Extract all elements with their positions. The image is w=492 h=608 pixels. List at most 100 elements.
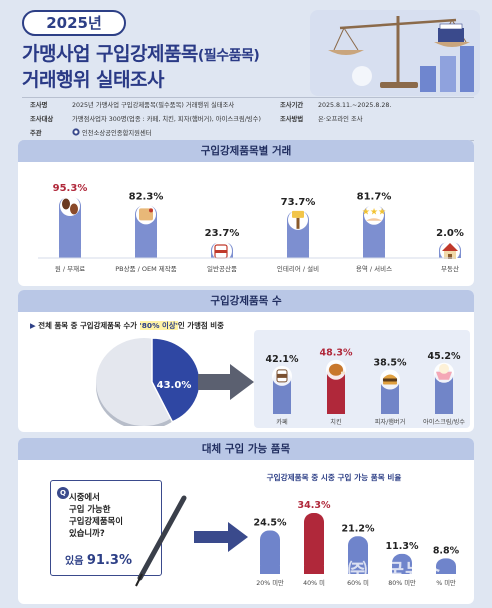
bar-group [59,196,81,258]
roof-shape [442,243,458,251]
pie-caption-highlight: '80% 이상' [139,321,178,330]
pie-caption: ▶ 전체 품목 중 구입강제품목 수가 '80% 이상'인 가맹점 비중 [30,321,224,330]
answer-text: 있음 91.3% [65,549,132,568]
value-label: 8.8% [433,545,460,556]
pie-label: 43.0% [157,380,192,391]
bowl-shape [436,371,452,380]
bar-base [327,406,345,414]
chart3-title: 구입강제품목 중 시중 구입 가능 품목 비율 [266,473,402,482]
survey-name-value: 2025년 가맹사업 구입강제품목(필수품목) 거래행위 실태조사 [72,102,235,109]
value-label: 23.7% [205,228,240,239]
bar-base [348,566,368,574]
tick-label: 부동산 [441,264,459,273]
title-line1-paren: (필수품목) [197,48,260,64]
bone-shape [341,371,345,374]
tick-label: 카페 [276,418,288,426]
patty-shape [383,378,397,382]
pie-caption-post: 인 가맹점 비중 [177,321,224,330]
item-transaction-chart: 95.3% 원 / 부재료 82.3% PB상품 / OEM 제작품 23.7% 일반공산… [38,183,464,273]
title-line2: 거래행위 실태조사 [22,69,164,91]
page-title: 가맹사업 구입강제품목(필수품목) 거래행위 실태조사 [22,42,260,92]
tick-label: 40% 미 [303,578,325,587]
tick-label: % 미만 [436,578,456,587]
bar-group: ★★★ [362,204,386,258]
industry-chart: 42.1% 카페 48.3% 치킨 38.5% 피자/햄버거 45.2% 아이스크림/빙수 [266,348,466,426]
section-alternative-purchase: 대체 구입 가능 품목 Q 시중에서 구입 가능한 구입강제품목이 있습니까? … [18,438,474,604]
question-line: 있습니까? [69,528,105,538]
survey-method-value: 온·오프라인 조사 [318,116,363,123]
tick-label: 인테리어 / 설비 [277,264,319,273]
year-badge: 2025년 [22,10,126,36]
question-text: 시중에서 구입 가능한 구입강제품목이 있습니까? [69,491,123,539]
survey-method-label: 조사방법 [280,116,304,123]
arrow-right-icon [198,364,254,400]
survey-info: 조사명 2025년 가맹사업 구입강제품목(필수품목) 거래행위 실태조사 조사… [22,97,474,141]
tag-shape [149,208,153,213]
pie-chart: 43.0% [96,337,254,426]
chicken-shape [329,363,343,376]
bar-base [135,250,157,258]
hand-shape [366,218,382,221]
cup-sleeve-shape [277,373,287,378]
bar [348,536,368,574]
tick-label: 용역 / 서비스 [356,264,392,273]
bar-group [439,241,461,261]
bar-base [435,406,453,414]
value-label: 81.7% [357,192,392,203]
bar-base [436,566,456,574]
question-badge: Q [57,487,69,499]
stars-shape: ★★★ [362,208,386,218]
bar-group [348,536,368,574]
ice-cream-shape [439,363,449,374]
brush-head-shape [292,210,304,218]
value-label: 82.3% [129,191,164,202]
tick-label: PB상품 / OEM 제작품 [115,264,177,273]
brush-handle-shape [296,217,300,229]
watermark: ㈜한국뉴스 [348,560,442,582]
value-label: 95.3% [53,183,88,194]
bar-base [392,566,412,574]
bar-group [304,513,324,574]
tick-label: 원 / 부재료 [55,264,85,273]
value-label: 2.0% [436,228,464,239]
survey-name-label: 조사명 [30,102,48,109]
value-label: 21.2% [342,523,375,534]
tick-label: 아이스크림/빙수 [423,418,465,426]
value-label: 42.1% [266,354,299,365]
bar-base [381,406,399,414]
question-line: 시중에서 [69,492,100,502]
section-title: 구입강제품목별 거래 [18,140,474,162]
section-item-transactions: 구입강제품목별 거래 95.3% 원 / 부재료 82.3% PB상품 / OEM 제… [18,140,474,286]
survey-period-value: 2025.8.11.~2025.8.28. [318,102,392,109]
door-shape [448,254,452,259]
coffee-bean-shape [62,198,70,210]
section-item-count: 구입강제품목 수 ▶ 전체 품목 중 구입강제품목 수가 '80% 이상'인 가… [18,290,474,432]
title-line1: 가맹사업 구입강제품목 [22,43,198,65]
answer-pre: 있음 [65,556,87,567]
purchasable-ratio-chart: 24.5% 20% 미만 34.3% 40% 미 21.2% 60% 미 11.3% 80% … [254,500,460,587]
tick-label: 치킨 [330,418,342,426]
bar-base [304,566,324,574]
bar-base [363,250,385,258]
question-card: Q 시중에서 구입 가능한 구입강제품목이 있습니까? 있음 91.3% [50,480,162,576]
bar-group [272,365,292,414]
value-label: 45.2% [428,351,461,362]
bar-group [135,204,157,258]
tick-label: 일반공산품 [207,264,237,273]
value-label: 11.3% [386,541,419,552]
section-title: 구입강제품목 수 [18,290,474,312]
bar-group [326,359,346,414]
bar [260,530,280,574]
value-label: 34.3% [298,500,331,511]
bar-group [380,369,400,414]
center-logo-icon [72,128,80,136]
bar-group [436,558,456,574]
value-label: 38.5% [374,358,407,369]
tick-label: 20% 미만 [256,578,284,587]
value-label: 24.5% [254,517,287,528]
value-label: 48.3% [320,348,353,359]
mug-band-shape [215,250,227,253]
survey-period-label: 조사기간 [280,102,304,109]
bar-group [434,362,454,414]
question-line: 구입 가능한 [69,504,111,514]
